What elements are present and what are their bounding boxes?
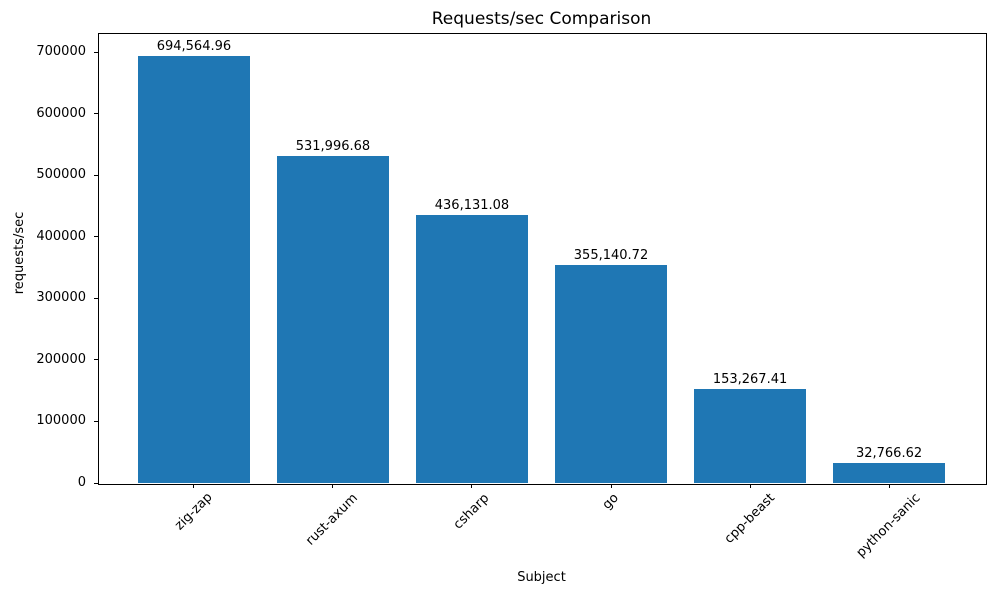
y-tick-label: 400000	[36, 228, 86, 244]
y-tick-mark	[94, 420, 98, 422]
bar-csharp	[416, 214, 528, 483]
bar-cpp-beast	[694, 388, 806, 483]
bar-rust-axum	[277, 155, 389, 483]
x-tick-mark	[193, 484, 195, 488]
y-tick-label: 200000	[36, 351, 86, 367]
y-axis-label: requests/sec	[12, 211, 27, 295]
bar-value-label: 531,996.68	[295, 138, 371, 154]
x-axis-label: Subject	[517, 570, 566, 585]
y-tick-label: 500000	[36, 167, 86, 183]
x-tick-mark	[332, 484, 334, 488]
y-tick-mark	[94, 51, 98, 53]
bar-value-label: 32,766.62	[855, 445, 923, 461]
x-tick-mark	[888, 484, 890, 488]
x-tick-mark	[749, 484, 751, 488]
y-tick-label: 600000	[36, 105, 86, 121]
bar-zig-zap	[138, 55, 250, 483]
bar-go	[555, 264, 667, 483]
y-tick-mark	[94, 359, 98, 361]
x-tick-label: python-sanic	[853, 490, 924, 561]
bar-value-label: 694,564.96	[156, 38, 232, 54]
x-tick-label: csharp	[450, 490, 493, 532]
x-tick-label: cpp-beast	[721, 490, 778, 547]
y-tick-mark	[94, 174, 98, 176]
y-tick-mark	[94, 113, 98, 115]
y-tick-label: 100000	[36, 413, 86, 429]
chart-title: Requests/sec Comparison	[431, 9, 652, 29]
x-tick-label: go	[599, 490, 622, 513]
y-tick-label: 300000	[36, 290, 86, 306]
y-tick-label: 700000	[36, 44, 86, 60]
bar-value-label: 355,140.72	[573, 247, 649, 263]
bar-value-label: 436,131.08	[434, 197, 510, 213]
bar-value-label: 153,267.41	[712, 371, 788, 387]
y-tick-mark	[94, 482, 98, 484]
x-tick-label: rust-axum	[303, 490, 362, 549]
y-tick-label: 0	[77, 475, 86, 490]
y-tick-mark	[94, 297, 98, 299]
x-tick-label: zig-zap	[172, 490, 216, 534]
x-tick-mark	[471, 484, 473, 488]
y-tick-mark	[94, 236, 98, 238]
bar-python-sanic	[833, 462, 945, 483]
x-tick-mark	[610, 484, 612, 488]
